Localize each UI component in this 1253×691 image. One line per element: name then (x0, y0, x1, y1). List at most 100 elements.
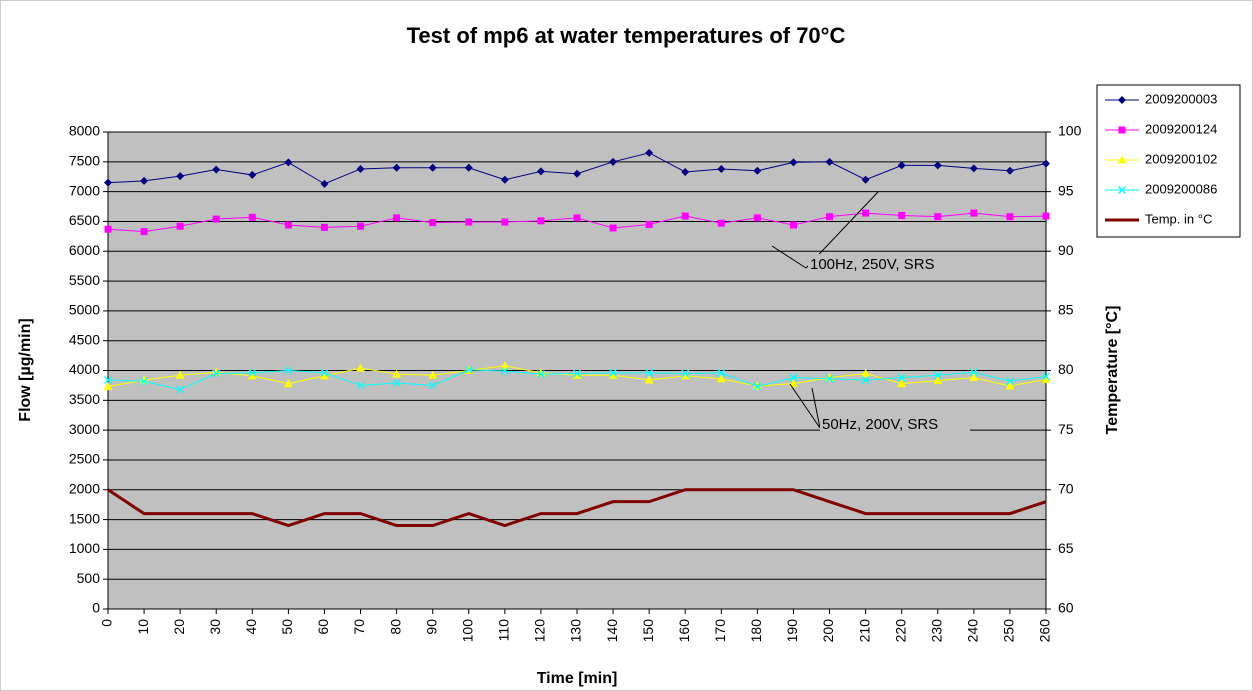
marker (176, 172, 185, 181)
marker (500, 367, 509, 376)
marker (717, 368, 726, 377)
marker (609, 368, 618, 377)
x-tick-label: 120 (532, 619, 548, 643)
marker (789, 373, 798, 382)
y2-axis-title: Temperature [°C] (1104, 306, 1121, 435)
marker (104, 225, 112, 233)
y2-tick-label: 70 (1058, 480, 1074, 496)
marker (970, 209, 978, 217)
x-tick-label: 150 (640, 619, 656, 643)
x-tick-label: 230 (928, 619, 944, 643)
marker (1117, 155, 1127, 164)
marker (645, 148, 654, 157)
x-tick-label: 40 (243, 619, 259, 635)
marker (176, 222, 184, 230)
marker (681, 369, 690, 378)
marker (716, 374, 726, 383)
x-tick-label: 80 (387, 619, 403, 635)
marker (500, 175, 509, 184)
marker (933, 376, 943, 385)
y-tick-label: 5500 (69, 272, 100, 288)
x-tick-label: 190 (784, 619, 800, 643)
marker (175, 370, 185, 379)
marker (465, 218, 473, 226)
marker (176, 385, 185, 394)
marker (969, 368, 978, 377)
y-tick-label: 2500 (69, 451, 100, 467)
marker (284, 366, 293, 375)
marker (1005, 377, 1014, 386)
marker (356, 164, 365, 173)
marker (356, 381, 365, 390)
series (104, 209, 1050, 236)
x-tick-label: 30 (207, 619, 223, 635)
marker (212, 215, 220, 223)
x-tick-label: 130 (568, 619, 584, 643)
marker (248, 213, 256, 221)
y-tick-label: 8000 (69, 123, 100, 139)
y-tick-label: 2000 (69, 480, 100, 496)
y2-tick-label: 60 (1058, 600, 1074, 616)
y-tick-label: 6500 (69, 212, 100, 228)
legend-label: 2009200003 (1145, 91, 1217, 106)
marker (933, 371, 942, 380)
leader-line (811, 387, 821, 429)
marker (861, 376, 870, 384)
x-tick-label: 160 (676, 619, 692, 643)
marker (933, 161, 942, 170)
leader-line (771, 245, 807, 269)
marker (320, 368, 329, 377)
y-tick-label: 500 (77, 570, 101, 586)
marker (140, 377, 149, 386)
x-tick-label: 200 (820, 619, 836, 643)
marker (392, 379, 401, 387)
marker (320, 179, 329, 188)
y-tick-label: 0 (92, 600, 100, 616)
y2-tick-label: 95 (1058, 182, 1074, 198)
y-axis-title: Flow [µg/min] (17, 318, 34, 421)
marker (393, 214, 401, 222)
marker (609, 224, 617, 232)
marker (428, 370, 438, 379)
marker (573, 214, 581, 222)
y-tick-label: 6000 (69, 242, 100, 258)
marker (573, 169, 581, 178)
marker (680, 371, 690, 380)
marker (753, 214, 761, 222)
y2-tick-label: 65 (1058, 540, 1074, 556)
marker (825, 157, 834, 166)
x-tick-label: 250 (1001, 619, 1017, 643)
marker (212, 369, 221, 378)
marker (501, 218, 509, 226)
y-tick-label: 7000 (69, 182, 100, 198)
x-tick-label: 260 (1037, 619, 1053, 643)
marker (104, 178, 112, 187)
marker (681, 212, 689, 220)
marker (212, 165, 221, 174)
chart-title: Test of mp6 at water temperatures of 70°… (407, 23, 846, 48)
marker (500, 361, 510, 370)
marker (969, 373, 979, 382)
marker (898, 211, 906, 219)
marker (681, 167, 690, 176)
marker (248, 170, 257, 179)
marker (428, 163, 437, 172)
x-tick-label: 240 (965, 619, 981, 643)
y-tick-label: 7500 (69, 153, 100, 169)
legend-label: 2009200124 (1145, 121, 1217, 136)
x-tick-label: 100 (459, 619, 475, 643)
marker (897, 373, 906, 382)
marker (283, 379, 293, 388)
y2-tick-label: 85 (1058, 302, 1074, 318)
annotation-box (808, 254, 968, 276)
marker (537, 217, 545, 225)
x-tick-label: 0 (99, 619, 115, 627)
marker (1005, 381, 1015, 390)
marker (536, 370, 545, 379)
marker (140, 228, 148, 236)
y2-tick-label: 100 (1058, 123, 1082, 139)
series (103, 361, 1051, 391)
marker (645, 220, 653, 228)
marker (789, 221, 797, 229)
